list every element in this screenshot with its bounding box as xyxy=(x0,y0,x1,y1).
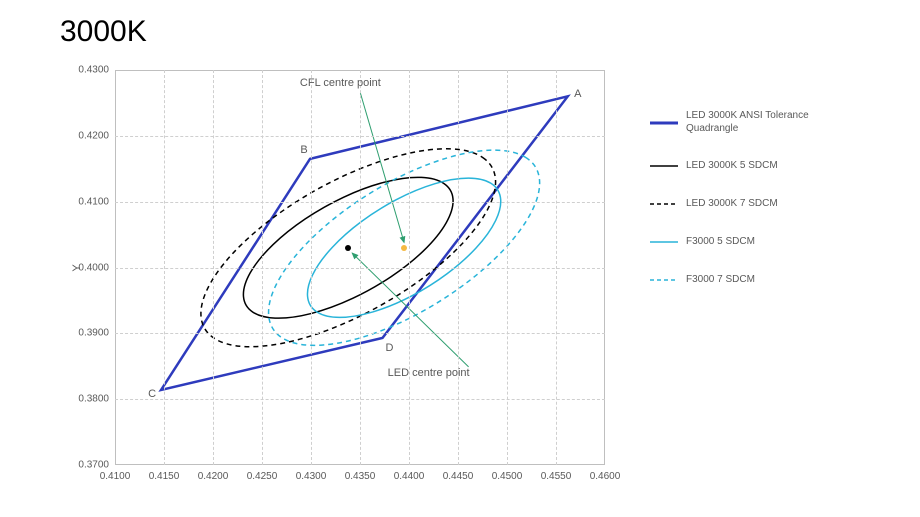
page-title: 3000K xyxy=(60,15,147,49)
x-tick-label: 0.4100 xyxy=(100,471,131,482)
cfl-centre-point xyxy=(401,245,407,251)
legend-label: LED 3000K ANSI Tolerance Quadrangle xyxy=(686,110,856,135)
y-tick-label: 0.3800 xyxy=(78,394,109,405)
x-tick-label: 0.4300 xyxy=(296,471,327,482)
y-tick-label: 0.3900 xyxy=(78,328,109,339)
quadrangle-vertex-label: A xyxy=(574,88,581,100)
legend-item: LED 3000K 5 SDCM xyxy=(650,159,856,173)
quadrangle-vertex-label: C xyxy=(148,388,156,400)
gridline-horizontal xyxy=(115,399,605,400)
cfl-annotation-label: CFL centre point xyxy=(300,77,381,89)
quadrangle-vertex-label: B xyxy=(300,144,307,156)
legend-swatch xyxy=(650,273,678,287)
gridline-horizontal xyxy=(115,268,605,269)
y-tick-label: 0.4000 xyxy=(78,262,109,273)
y-tick-label: 0.4300 xyxy=(78,65,109,76)
legend-swatch xyxy=(650,159,678,173)
legend-swatch xyxy=(650,235,678,249)
chart-plot-area: Y 0.41000.41500.42000.42500.43000.43500.… xyxy=(115,70,605,465)
legend-item: LED 3000K ANSI Tolerance Quadrangle xyxy=(650,110,856,135)
gridline-horizontal xyxy=(115,202,605,203)
legend-label: F3000 7 SDCM xyxy=(686,274,755,287)
cfl-annotation-arrow xyxy=(360,93,404,242)
x-tick-label: 0.4550 xyxy=(541,471,572,482)
legend-item: LED 3000K 7 SDCM xyxy=(650,197,856,211)
y-tick-label: 0.3700 xyxy=(78,460,109,471)
x-tick-label: 0.4500 xyxy=(492,471,523,482)
gridline-horizontal xyxy=(115,136,605,137)
gridline-horizontal xyxy=(115,333,605,334)
legend-label: LED 3000K 5 SDCM xyxy=(686,160,778,173)
legend-label: LED 3000K 7 SDCM xyxy=(686,198,778,211)
x-tick-label: 0.4350 xyxy=(345,471,376,482)
x-tick-label: 0.4250 xyxy=(247,471,278,482)
x-tick-label: 0.4600 xyxy=(590,471,621,482)
chart-legend: LED 3000K ANSI Tolerance Quadrangle LED 3… xyxy=(650,110,856,311)
led-annotation-label: LED centre point xyxy=(388,367,470,379)
legend-item: F3000 5 SDCM xyxy=(650,235,856,249)
x-tick-label: 0.4400 xyxy=(394,471,425,482)
legend-swatch xyxy=(650,116,678,130)
y-tick-label: 0.4200 xyxy=(78,130,109,141)
legend-swatch xyxy=(650,197,678,211)
x-tick-label: 0.4450 xyxy=(443,471,474,482)
x-tick-label: 0.4150 xyxy=(149,471,180,482)
quadrangle-vertex-label: D xyxy=(386,342,394,354)
y-tick-label: 0.4100 xyxy=(78,196,109,207)
legend-item: F3000 7 SDCM xyxy=(650,273,856,287)
legend-label: F3000 5 SDCM xyxy=(686,236,755,249)
led-centre-point xyxy=(345,245,351,251)
x-tick-label: 0.4200 xyxy=(198,471,229,482)
